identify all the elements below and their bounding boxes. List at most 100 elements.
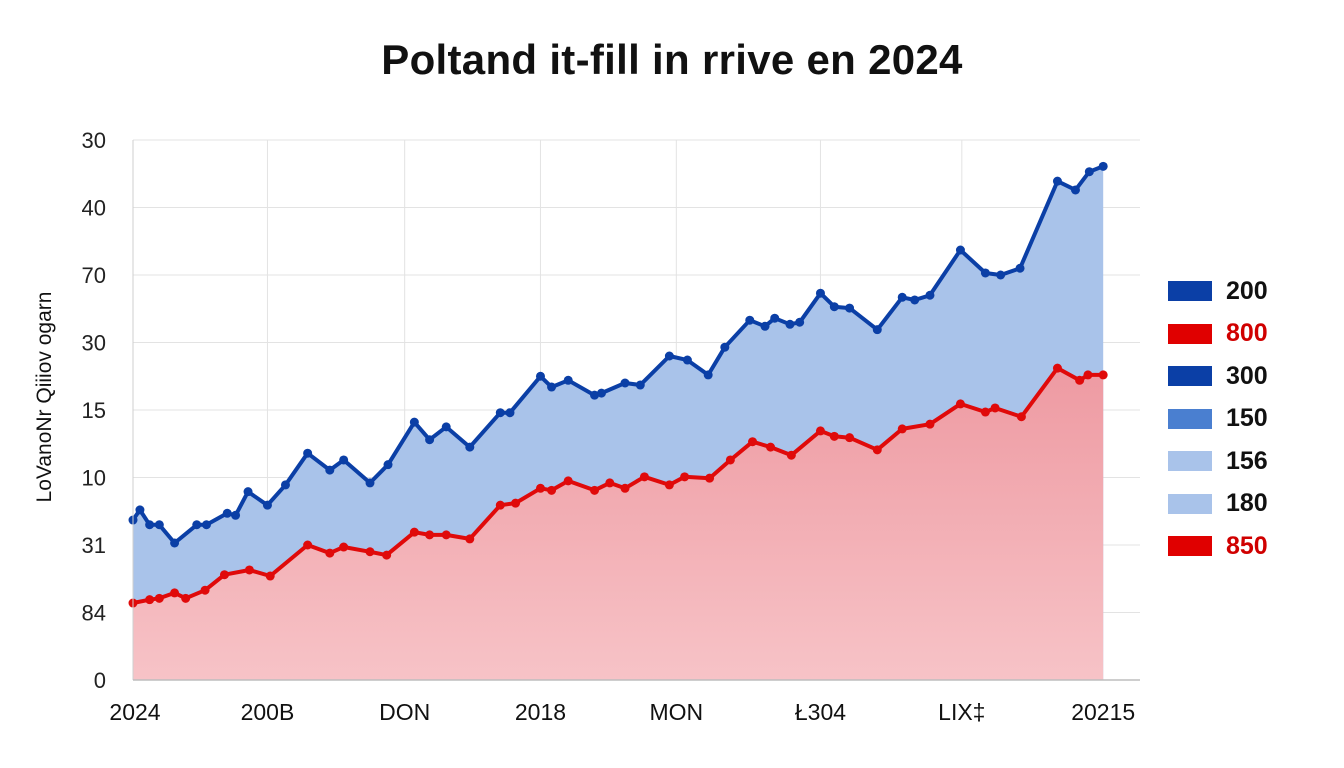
x-tick-label: 20215 (1071, 699, 1135, 725)
data-point (192, 520, 202, 530)
chart-title: Poltand it-fill in rrive en 2024 (381, 36, 963, 83)
data-point (265, 571, 275, 581)
legend-item: 180 (1168, 483, 1268, 526)
data-point (1016, 412, 1026, 422)
y-tick-label: 30 (82, 128, 106, 153)
data-point (605, 478, 615, 488)
legend-label: 150 (1226, 404, 1268, 433)
data-point (495, 500, 505, 510)
data-point (996, 270, 1006, 280)
data-point (770, 313, 780, 323)
data-point (511, 498, 521, 508)
data-point (845, 303, 855, 313)
data-point (365, 547, 375, 557)
data-point (262, 500, 272, 510)
data-point (1084, 167, 1094, 177)
data-point (181, 593, 191, 603)
data-point (465, 534, 475, 544)
data-point (705, 473, 715, 483)
data-point (382, 550, 392, 560)
legend-swatch (1168, 366, 1212, 387)
data-point (980, 407, 990, 417)
data-point (280, 480, 290, 490)
data-point (170, 538, 180, 548)
data-point (222, 508, 232, 518)
data-point (547, 382, 557, 392)
x-tick-label: DON (379, 699, 430, 725)
data-point (664, 480, 674, 490)
data-point (897, 292, 907, 302)
y-tick-label: 70 (82, 263, 106, 288)
data-point (409, 417, 419, 427)
lines (128, 161, 1108, 608)
data-point (441, 422, 451, 432)
data-point (535, 483, 545, 493)
x-tick-label: 2018 (515, 699, 566, 725)
data-point (872, 445, 882, 455)
data-point (219, 570, 229, 580)
data-point (154, 593, 164, 603)
legend-item: 150 (1168, 398, 1268, 441)
data-point (872, 325, 882, 335)
data-point (1098, 161, 1108, 171)
data-point (200, 585, 210, 595)
data-point (845, 433, 855, 443)
legend-label: 180 (1226, 489, 1268, 518)
x-tick-label: LIX‡ (938, 699, 985, 725)
y-tick-label: 10 (82, 466, 106, 491)
data-point (620, 378, 630, 388)
data-point (910, 295, 920, 305)
axes: 0 84 31 10 15 30 70 40 30 2024 200B DON 2018 MON Ł304 L… (82, 128, 1140, 725)
data-point (339, 542, 349, 552)
data-point (441, 530, 451, 540)
data-point (745, 315, 755, 325)
legend-swatch (1168, 493, 1212, 514)
data-point (365, 478, 375, 488)
data-point (815, 288, 825, 298)
y-tick-label: 30 (82, 331, 106, 356)
data-point (925, 419, 935, 429)
data-point (201, 520, 211, 530)
data-point (339, 455, 349, 465)
data-point (635, 380, 645, 390)
data-point (425, 435, 435, 445)
x-tick-label: 200B (241, 699, 295, 725)
legend-item: 800 (1168, 313, 1268, 356)
data-point (703, 370, 713, 380)
data-point (325, 548, 335, 558)
data-point (748, 437, 758, 447)
data-point (664, 351, 674, 361)
legend: 200 800 300 150 156 180 850 (1168, 270, 1268, 568)
data-point (829, 431, 839, 441)
data-point (1015, 263, 1025, 273)
data-point (596, 388, 606, 398)
data-point (535, 371, 545, 381)
series-area-1 (133, 368, 1104, 680)
legend-item: 850 (1168, 525, 1268, 568)
data-point (620, 483, 630, 493)
data-point (465, 442, 475, 452)
data-point (409, 527, 419, 537)
x-tick-label: 2024 (109, 699, 160, 725)
data-point (815, 426, 825, 436)
y-tick-label: 31 (82, 533, 106, 558)
data-point (980, 268, 990, 278)
data-point (1098, 370, 1108, 380)
data-point (1075, 375, 1085, 385)
legend-swatch (1168, 408, 1212, 429)
legend-label: 200 (1226, 276, 1268, 305)
data-point (1083, 370, 1093, 380)
data-point (1052, 176, 1062, 186)
data-point (231, 510, 241, 520)
data-point (795, 317, 805, 327)
data-point (680, 472, 690, 482)
data-point (563, 476, 573, 486)
legend-swatch (1168, 281, 1212, 302)
y-tick-label: 40 (82, 196, 106, 221)
data-point (170, 588, 180, 598)
legend-item: 200 (1168, 270, 1268, 313)
legend-label: 850 (1226, 531, 1268, 560)
data-point (244, 565, 254, 575)
data-point (639, 472, 649, 482)
